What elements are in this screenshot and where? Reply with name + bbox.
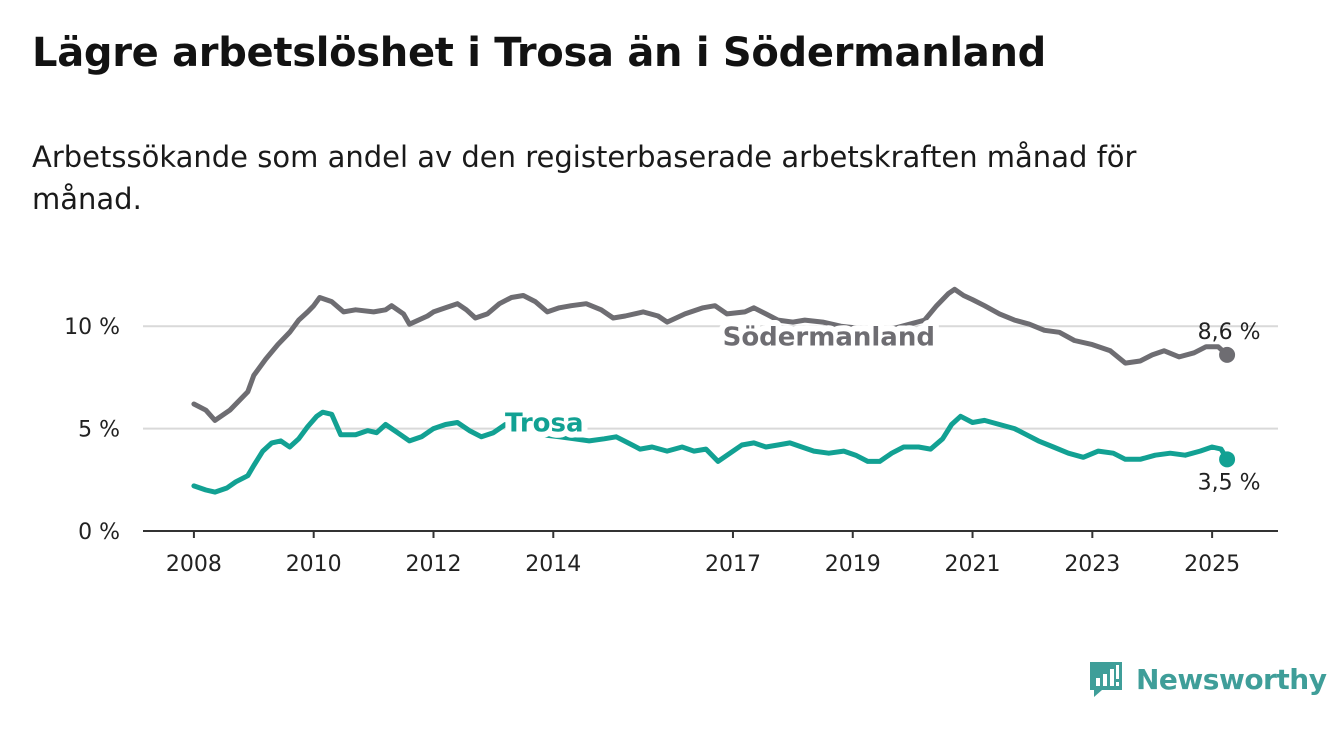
- line-chart: 0 % 5 % 10 % 2008 2010 2012 2014 2017 2019 2021 20…: [64, 286, 1278, 577]
- end-marker: [1219, 346, 1236, 363]
- series-name-label: Södermanland: [723, 322, 935, 352]
- newsworthy-logo: Newsworthy: [1088, 660, 1327, 698]
- series-name-label: Trosa: [505, 408, 584, 438]
- series-labels: 8,6 %3,5 %SödermanlandSödermanlandTrosaT…: [499, 316, 1261, 495]
- series-line-södermanland: [191, 286, 1230, 423]
- bar-chart-logo-icon: [1090, 662, 1122, 697]
- chart-subtitle: Arbetssökande som andel av den registerb…: [32, 140, 1137, 216]
- end-value-label: 8,6 %: [1198, 320, 1261, 345]
- y-tick-label: 10 %: [64, 315, 120, 340]
- x-tick-label: 2019: [825, 552, 881, 577]
- end-value-label: 3,5 %: [1198, 470, 1261, 495]
- series-lines: [191, 286, 1236, 495]
- axes: 0 % 5 % 10 % 2008 2010 2012 2014 2017 2019 2021 20…: [64, 315, 1278, 577]
- x-tick-label: 2012: [405, 552, 461, 577]
- chart-title: Lägre arbetslöshet i Trosa än i Söderman…: [32, 30, 1046, 76]
- x-tick-label: 2010: [286, 552, 342, 577]
- end-marker: [1219, 451, 1236, 468]
- y-tick-label: 5 %: [78, 418, 120, 443]
- brand-name: Newsworthy: [1136, 662, 1327, 696]
- x-tick-label: 2021: [945, 552, 1001, 577]
- series-name-halo: Södermanland: [723, 322, 935, 352]
- x-tick-label: 2017: [705, 552, 761, 577]
- x-tick-label: 2008: [166, 552, 222, 577]
- x-tick-label: 2023: [1064, 552, 1120, 577]
- x-tick-label: 2025: [1184, 552, 1240, 577]
- series-name-halo: Trosa: [505, 408, 584, 438]
- gridlines: [143, 325, 1278, 430]
- y-tick-label: 0 %: [78, 520, 120, 545]
- series-line-trosa: [191, 409, 1230, 495]
- x-tick-label: 2014: [525, 552, 581, 577]
